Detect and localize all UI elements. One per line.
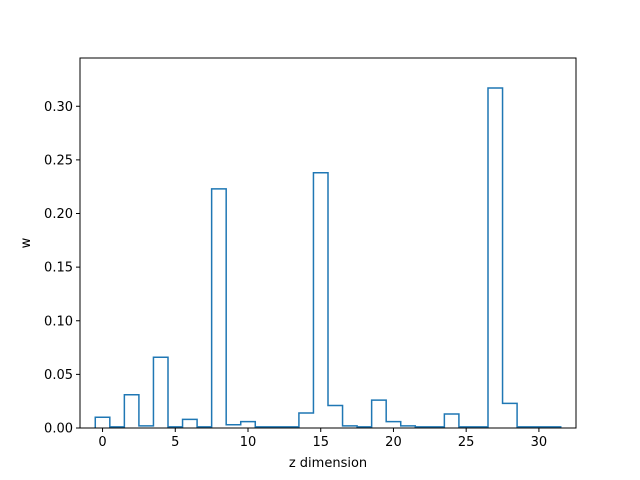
x-tick-label: 5	[171, 435, 179, 450]
x-tick-label: 15	[312, 435, 329, 450]
x-tick-label: 25	[458, 435, 475, 450]
y-axis-ticks: 0.00 0.05 0.10 0.15 0.20 0.25 0.30	[44, 100, 80, 437]
x-axis-ticks: 0 5 10 15 20 25 30	[98, 428, 547, 450]
y-tick-label: 0.30	[44, 100, 73, 115]
y-tick-label: 0.05	[44, 368, 73, 383]
histogram-step-line	[94, 87, 562, 428]
y-tick-label: 0.20	[44, 207, 73, 222]
y-tick-label: 0.15	[44, 261, 73, 276]
x-tick-label: 20	[385, 435, 402, 450]
y-tick-label: 0.00	[44, 422, 73, 437]
y-axis-label: w	[19, 237, 34, 248]
x-tick-label: 10	[240, 435, 257, 450]
x-tick-label: 0	[98, 435, 106, 450]
plot-frame	[79, 57, 577, 429]
x-axis-label: z dimension	[289, 456, 367, 471]
y-tick-label: 0.25	[44, 153, 73, 168]
y-tick-label: 0.10	[44, 314, 73, 329]
x-tick-label: 30	[531, 435, 548, 450]
